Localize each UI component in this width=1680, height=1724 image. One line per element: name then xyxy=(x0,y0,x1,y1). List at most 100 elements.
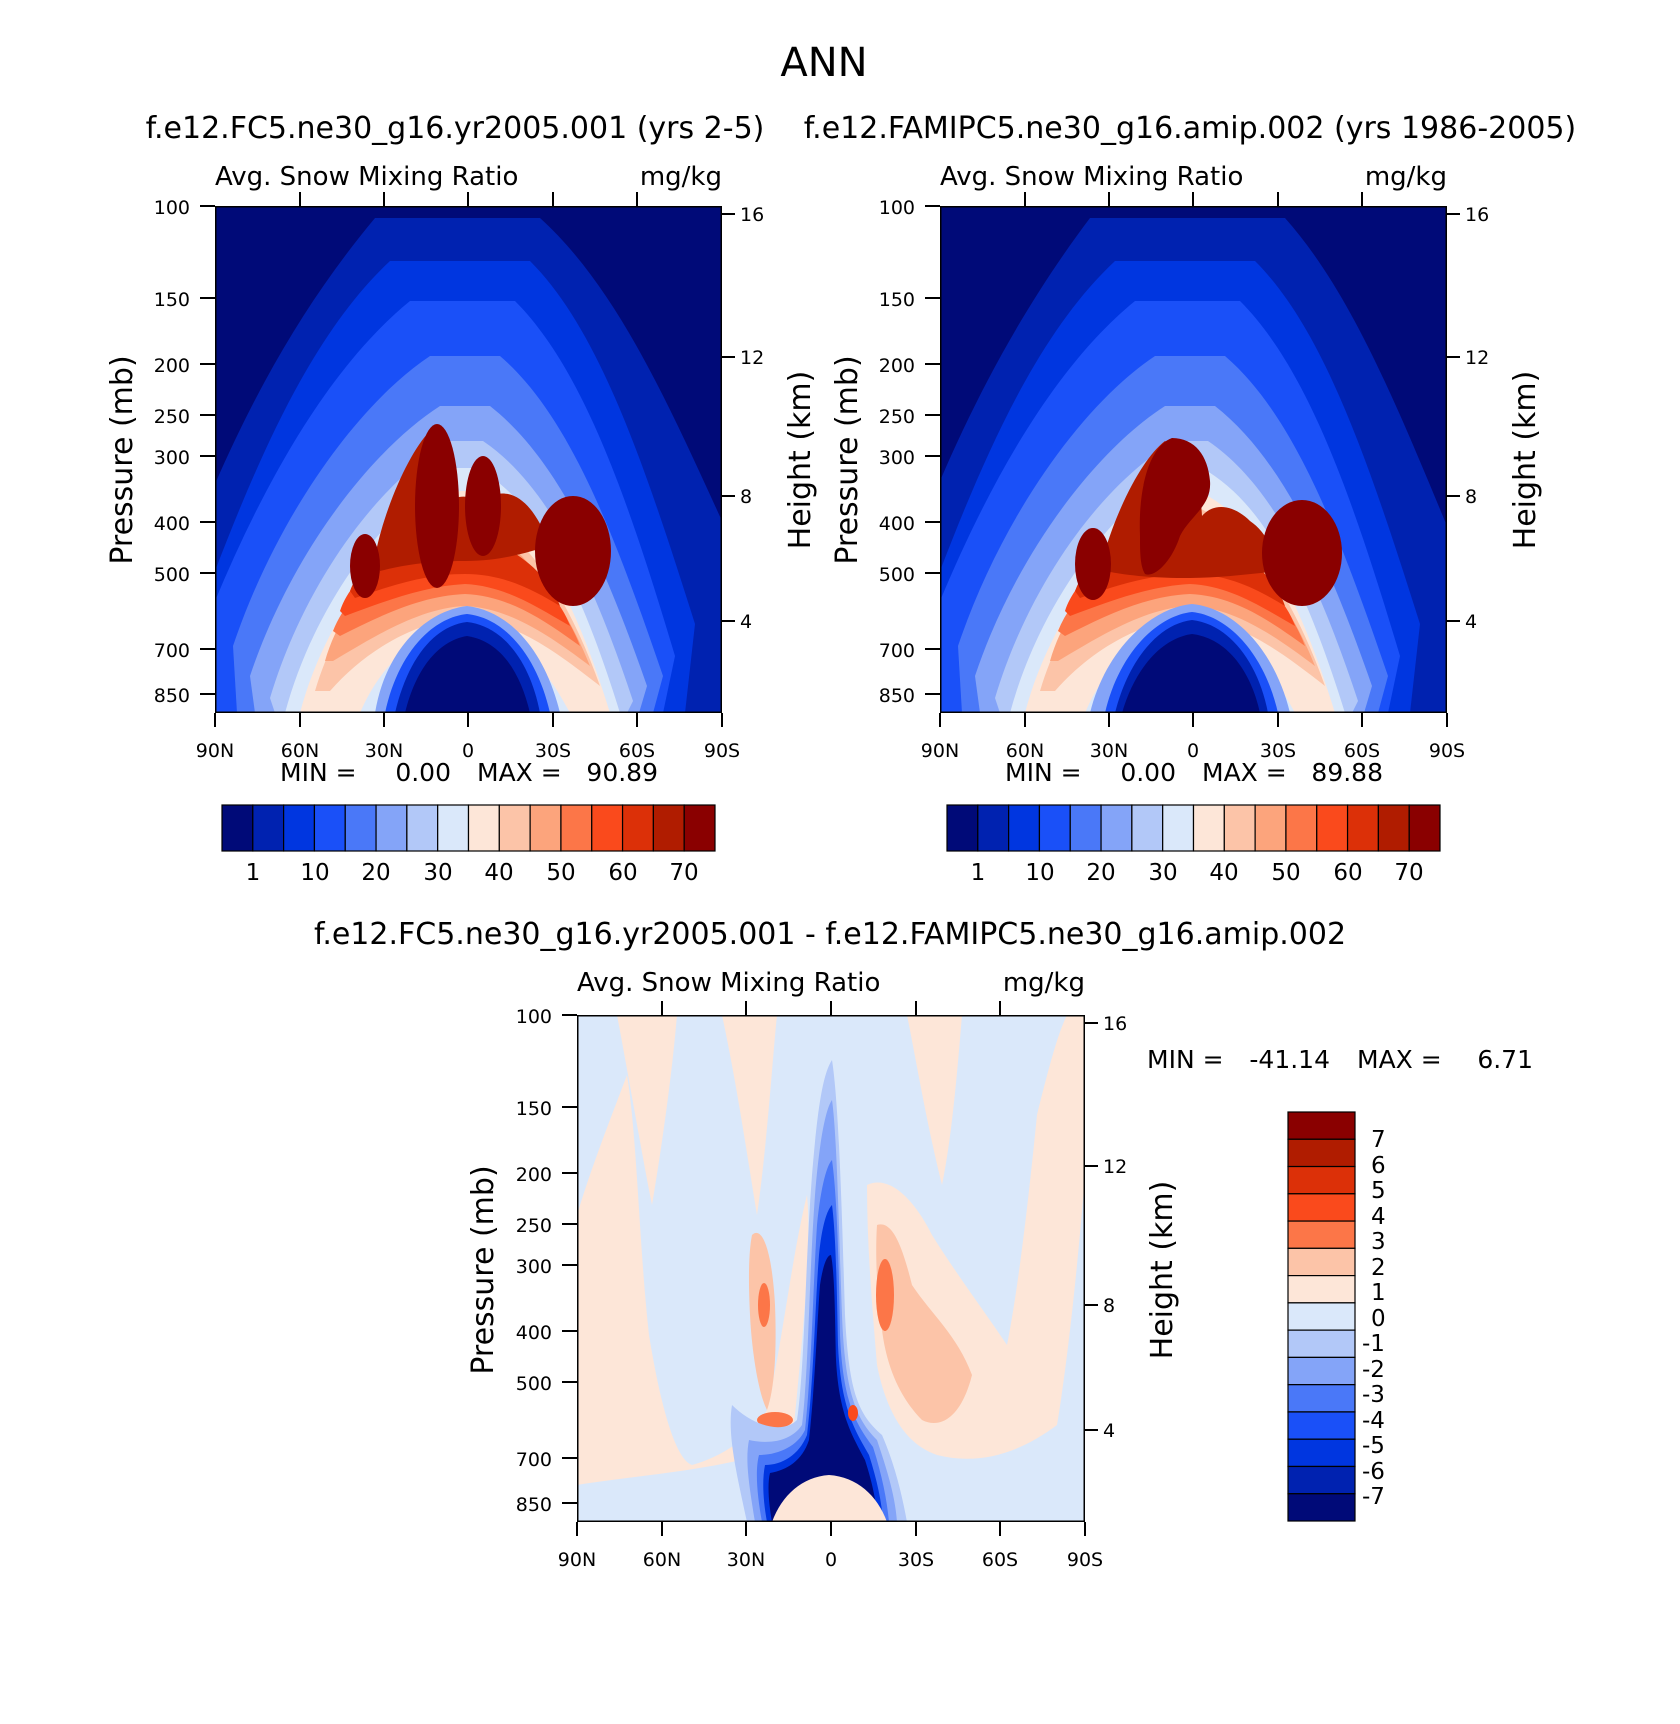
panel-3-plot-area xyxy=(577,1015,1085,1522)
y-tick-label: 200 xyxy=(879,355,915,377)
panel-1-colorbar-labels: 1 10 20 30 40 50 60 70 xyxy=(246,860,699,886)
diff-negative-5 xyxy=(768,1255,877,1522)
colorbar-box xyxy=(344,804,377,852)
colorbar-box xyxy=(1287,1329,1356,1358)
colorbar-label: 40 xyxy=(484,860,513,886)
panel-1-x-ticks: 90N 60N 30N 0 30S 60S 90S xyxy=(196,192,740,762)
panel-3-min-label: MIN = xyxy=(1147,1045,1224,1074)
colorbar-box xyxy=(1287,1193,1356,1222)
panel-2-colorbar-labels: 1 10 20 30 40 50 60 70 xyxy=(971,860,1424,886)
colorbar-box xyxy=(1287,1274,1356,1304)
max-cell-center xyxy=(1139,438,1211,575)
colorbar-box xyxy=(467,804,500,852)
colorbar-box xyxy=(1287,1465,1356,1495)
panel-2-y-ticks: 100 150 200 250 300 400 500 700 850 xyxy=(879,197,940,707)
panel-3-max-value: 6.71 xyxy=(1477,1045,1533,1074)
y-right-tick-label: 16 xyxy=(740,204,764,226)
y-tick-label: 150 xyxy=(154,289,190,311)
colorbar-box xyxy=(529,804,562,852)
colorbar-label: 1 xyxy=(971,860,986,886)
x-tick-label: 60N xyxy=(1006,740,1044,762)
panel-3-right-string: mg/kg xyxy=(1003,968,1085,998)
colorbar-box xyxy=(560,804,593,852)
panel-1-max-value: 90.89 xyxy=(586,758,658,787)
colorbar-box xyxy=(1131,804,1164,852)
y-tick-label: 150 xyxy=(879,289,915,311)
colorbar-label: 50 xyxy=(1271,860,1300,886)
x-tick-label: 90S xyxy=(704,740,740,762)
y-right-tick-label: 12 xyxy=(1103,1156,1127,1178)
y-right-tick-marks xyxy=(1085,1022,1098,1431)
panel-3-ylabel-right: Height (km) xyxy=(1145,1181,1180,1360)
x-tick-label: 90N xyxy=(921,740,959,762)
x-tick-label: 30N xyxy=(1090,740,1128,762)
panel-1-left-string: Avg. Snow Mixing Ratio xyxy=(215,162,518,192)
panel-3-left-string: Avg. Snow Mixing Ratio xyxy=(577,968,880,998)
y-tick-label: 200 xyxy=(516,1164,552,1186)
panel-1-colorbar xyxy=(221,804,716,852)
panel-2-min-label: MIN = xyxy=(1005,758,1082,787)
colorbar-label: -6 xyxy=(1362,1459,1385,1485)
colorbar-label: 70 xyxy=(669,860,698,886)
y-right-tick-marks xyxy=(1447,213,1460,622)
panel-3-y-right-ticks: 16 12 8 4 xyxy=(1085,1013,1127,1442)
diff-max-cell-center xyxy=(848,1405,858,1421)
x-tick-label: 90S xyxy=(1067,1549,1103,1571)
panel-1-right-string: mg/kg xyxy=(640,162,722,192)
y-right-tick-label: 8 xyxy=(740,486,752,508)
colorbar-box xyxy=(1287,1384,1356,1413)
panel-3-colorbar-labels: 7 6 5 4 3 2 1 0 -1 -2 -3 -4 -5 -6 -7 xyxy=(1362,1127,1386,1510)
colorbar-box xyxy=(437,804,470,852)
colorbar-label: 20 xyxy=(1086,860,1115,886)
y-tick-label: 850 xyxy=(154,685,190,707)
colorbar-label: 60 xyxy=(1333,860,1362,886)
max-cell-center-right xyxy=(465,456,501,556)
panel-2-max-value: 89.88 xyxy=(1311,758,1383,787)
panel-2-ylabel: Pressure (mb) xyxy=(830,355,865,564)
colorbar-box xyxy=(1008,804,1041,852)
x-tick-marks xyxy=(939,192,1448,727)
colorbar-label: 2 xyxy=(1371,1255,1386,1281)
panel-3: f.e12.FC5.ne30_g16.yr2005.001 - f.e12.FA… xyxy=(314,917,1533,1571)
x-tick-label: 30N xyxy=(365,740,403,762)
colorbar-box xyxy=(221,804,254,852)
x-tick-marks xyxy=(214,192,723,727)
colorbar-box xyxy=(1287,1356,1356,1386)
colorbar-label: 7 xyxy=(1371,1127,1386,1153)
y-tick-label: 400 xyxy=(516,1322,552,1344)
colorbar-box xyxy=(1287,1411,1356,1440)
colorbar-label: 60 xyxy=(608,860,637,886)
colorbar-box xyxy=(621,804,654,852)
max-cell-left xyxy=(350,534,380,598)
y-tick-label: 100 xyxy=(879,197,915,219)
y-tick-label: 700 xyxy=(516,1449,552,1471)
x-tick-label: 30S xyxy=(1260,740,1296,762)
y-right-tick-label: 12 xyxy=(740,347,764,369)
y-right-tick-label: 8 xyxy=(1103,1295,1115,1317)
panel-1-plot-area xyxy=(215,206,722,713)
x-tick-label: 60S xyxy=(619,740,655,762)
colorbar-label: 5 xyxy=(1371,1178,1386,1204)
panel-2-plot-area xyxy=(940,206,1447,713)
colorbar-box xyxy=(1287,1247,1356,1277)
colorbar-box xyxy=(1408,804,1441,852)
y-tick-label: 500 xyxy=(154,564,190,586)
contour-band-11 xyxy=(333,531,580,646)
colorbar-box xyxy=(683,804,716,852)
y-tick-label: 850 xyxy=(516,1494,552,1516)
panel-2-contours xyxy=(940,206,1447,713)
panel-2-title: f.e12.FAMIPC5.ne30_g16.amip.002 (yrs 198… xyxy=(804,111,1576,146)
panel-3-max-label: MAX = xyxy=(1357,1045,1442,1074)
x-tick-label: 60S xyxy=(982,1549,1018,1571)
colorbar-label: 6 xyxy=(1371,1153,1386,1179)
colorbar-label: 50 xyxy=(546,860,575,886)
colorbar-box xyxy=(1192,804,1225,852)
panel-3-contours xyxy=(577,1015,1085,1522)
colorbar-label: 3 xyxy=(1371,1229,1386,1255)
figure-title: ANN xyxy=(780,40,867,86)
y-tick-marks xyxy=(925,205,940,695)
colorbar-box xyxy=(406,804,439,852)
colorbar-box xyxy=(1285,804,1318,852)
panel-1-ylabel: Pressure (mb) xyxy=(105,355,140,564)
panel-3-ylabel: Pressure (mb) xyxy=(466,1165,501,1374)
